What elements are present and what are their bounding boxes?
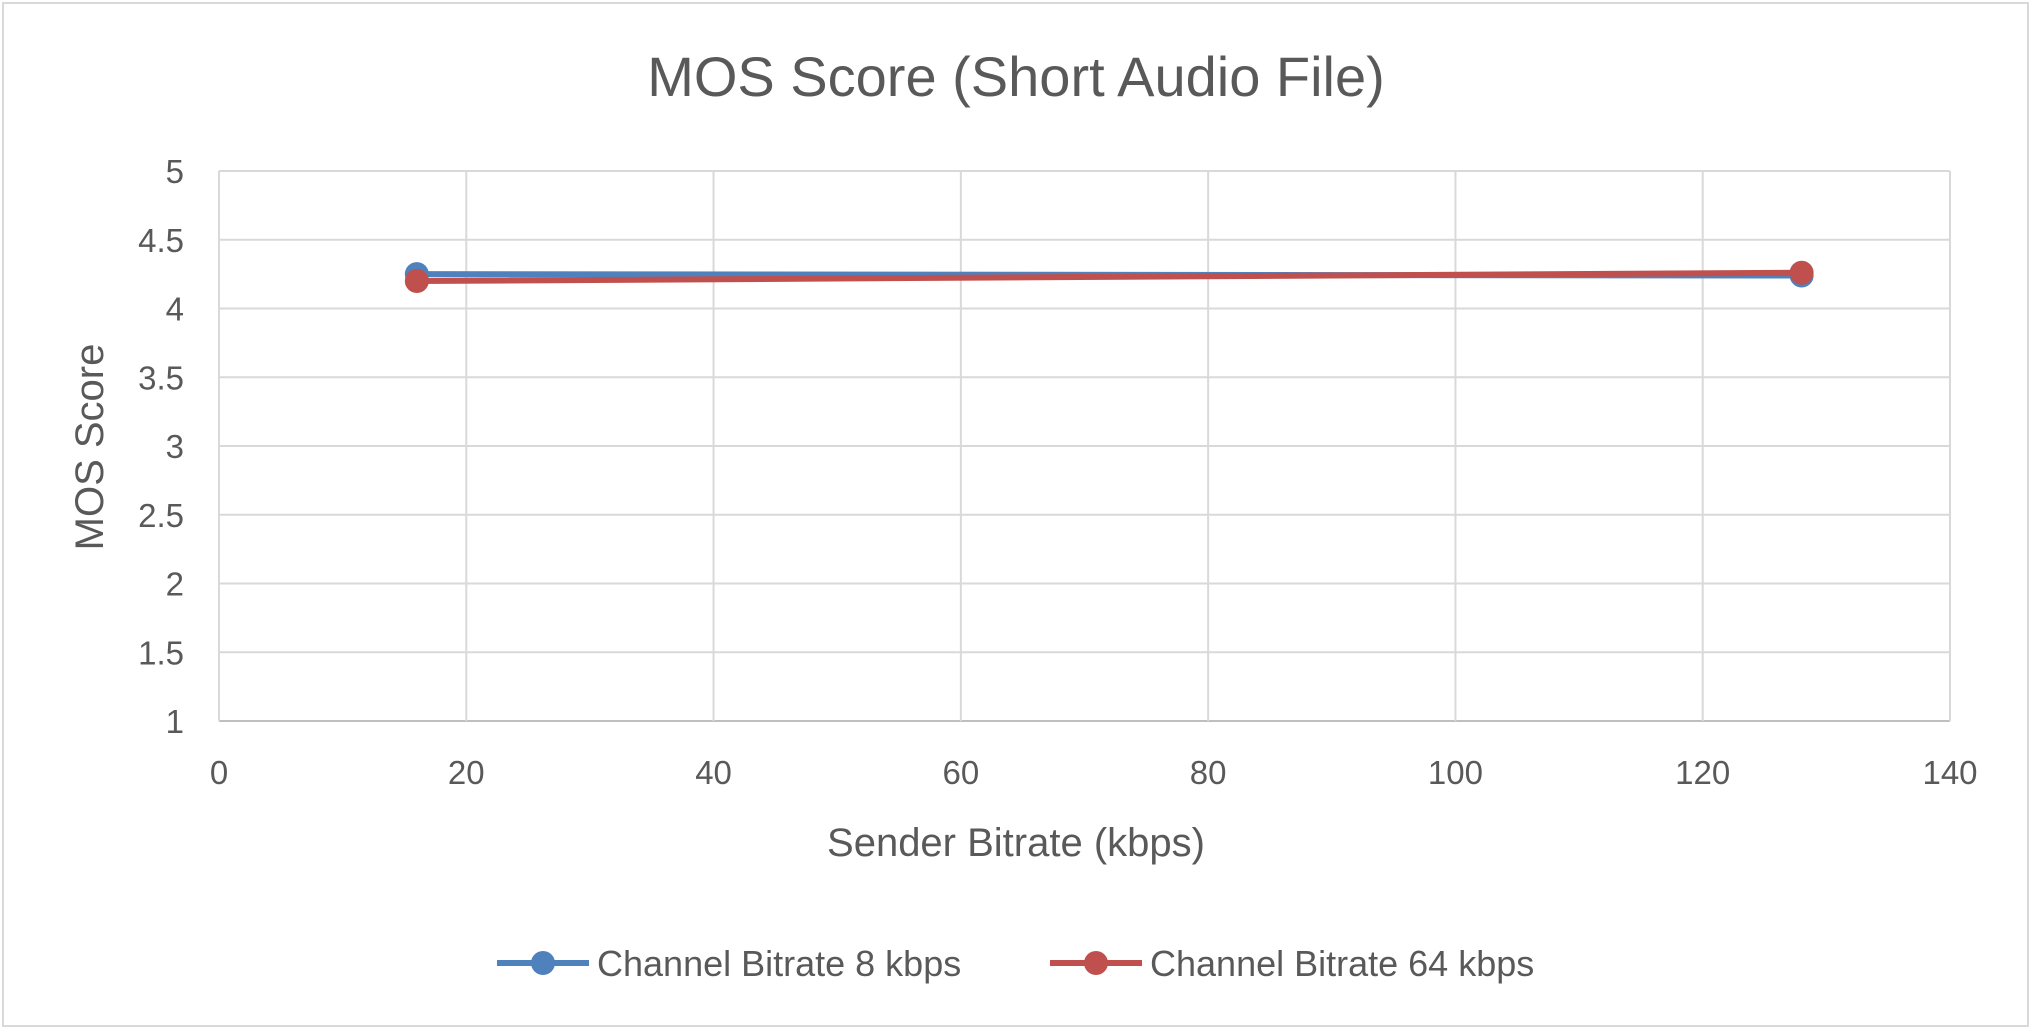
tick-labels: 1 1.5 2 2.5 3 3.5 4 4.5 5 0 20 40 60 80 100 120 140 bbox=[138, 153, 1977, 791]
y-axis-title: MOS Score bbox=[68, 344, 112, 551]
data-point bbox=[404, 269, 429, 293]
legend-label: Channel Bitrate 8 kbps bbox=[597, 943, 961, 984]
x-axis-title: Sender Bitrate (kbps) bbox=[827, 821, 1205, 865]
series-2 bbox=[404, 260, 1814, 293]
legend-marker bbox=[1084, 951, 1108, 975]
x-tick-label: 120 bbox=[1675, 754, 1730, 791]
chart-title: MOS Score (Short Audio File) bbox=[647, 45, 1385, 108]
legend: Channel Bitrate 8 kbps Channel Bitrate 64… bbox=[497, 943, 1534, 984]
grid bbox=[218, 170, 1951, 722]
x-tick-label: 100 bbox=[1428, 754, 1483, 791]
series-line bbox=[413, 269, 1805, 284]
y-tick-label: 2.5 bbox=[138, 497, 184, 534]
x-tick-label: 60 bbox=[942, 754, 979, 791]
y-tick-label: 1 bbox=[166, 703, 184, 740]
y-tick-label: 3.5 bbox=[138, 359, 184, 396]
legend-item-1: Channel Bitrate 8 kbps bbox=[497, 943, 961, 984]
y-tick-label: 4 bbox=[166, 291, 184, 328]
y-tick-label: 1.5 bbox=[138, 634, 184, 671]
y-tick-label: 4.5 bbox=[138, 222, 184, 259]
y-tick-label: 5 bbox=[166, 153, 184, 190]
series-group bbox=[404, 260, 1814, 293]
x-tick-label: 0 bbox=[210, 754, 228, 791]
legend-item-2: Channel Bitrate 64 kbps bbox=[1050, 943, 1534, 984]
x-tick-label: 80 bbox=[1190, 754, 1227, 791]
x-tick-label: 20 bbox=[448, 754, 485, 791]
legend-marker bbox=[531, 951, 555, 975]
x-tick-label: 140 bbox=[1922, 754, 1977, 791]
legend-label: Channel Bitrate 64 kbps bbox=[1150, 943, 1534, 984]
y-tick-label: 2 bbox=[166, 566, 184, 603]
data-point bbox=[1789, 260, 1814, 285]
y-tick-label: 3 bbox=[166, 428, 184, 465]
x-tick-label: 40 bbox=[695, 754, 732, 791]
